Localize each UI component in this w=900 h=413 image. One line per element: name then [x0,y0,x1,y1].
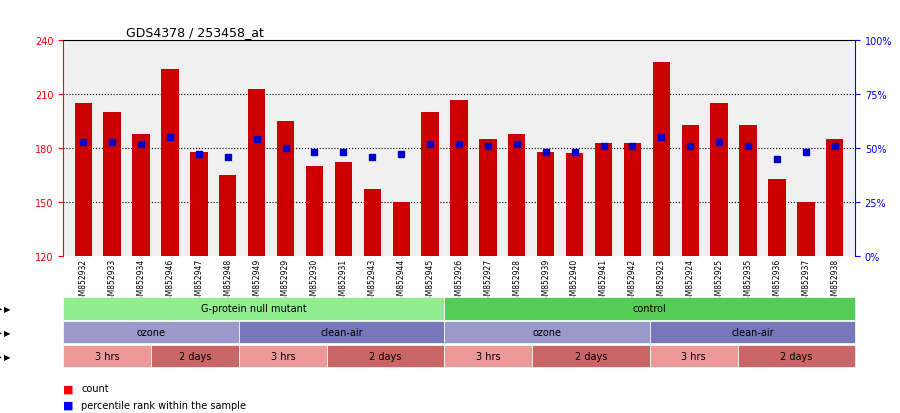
Text: GSM852938: GSM852938 [831,258,840,304]
Text: GSM852944: GSM852944 [397,258,406,304]
Text: count: count [81,383,109,393]
Text: 2 days: 2 days [780,351,813,361]
Text: GSM852928: GSM852928 [512,258,521,304]
Bar [392,202,410,256]
Bar [306,166,323,256]
Text: ▶: ▶ [4,328,10,337]
Text: 3 hrs: 3 hrs [476,351,500,361]
Bar [624,143,641,256]
Bar [190,152,208,256]
Text: ozone: ozone [137,327,166,337]
Bar [364,190,381,256]
Text: GSM852945: GSM852945 [426,258,435,304]
Text: ■: ■ [63,400,74,410]
Text: GSM852940: GSM852940 [570,258,579,304]
Bar [450,100,468,256]
Bar [104,113,121,256]
Bar [652,63,670,256]
Bar [769,179,786,256]
Text: GSM852924: GSM852924 [686,258,695,304]
Text: 2 days: 2 days [370,351,402,361]
Text: 3 hrs: 3 hrs [94,351,120,361]
Bar [479,140,497,256]
Bar [161,70,178,256]
Bar [710,104,728,256]
Text: GSM852930: GSM852930 [310,258,319,304]
Text: control: control [633,304,667,314]
Text: GSM852947: GSM852947 [194,258,203,304]
Bar [75,104,92,256]
Text: GSM852927: GSM852927 [483,258,492,304]
Text: clean-air: clean-air [731,327,774,337]
Bar [826,140,843,256]
Bar [681,126,699,256]
Text: GSM852949: GSM852949 [252,258,261,304]
Text: GSM852923: GSM852923 [657,258,666,304]
Bar [277,122,294,256]
Bar [508,134,526,256]
Text: GSM852943: GSM852943 [368,258,377,304]
Text: GSM852933: GSM852933 [108,258,117,304]
Text: GSM852925: GSM852925 [715,258,724,304]
Text: 2 days: 2 days [575,351,608,361]
Text: GSM852935: GSM852935 [743,258,752,304]
Text: G-protein null mutant: G-protein null mutant [201,304,307,314]
Bar [421,113,439,256]
Text: GSM852926: GSM852926 [454,258,464,304]
Bar [797,202,814,256]
Text: ozone: ozone [533,327,562,337]
Bar [740,126,757,256]
Text: GSM852941: GSM852941 [599,258,608,304]
Text: percentile rank within the sample: percentile rank within the sample [81,400,246,410]
Text: GSM852937: GSM852937 [801,258,810,304]
Bar [248,90,266,256]
Text: ■: ■ [63,383,74,393]
Text: 2 days: 2 days [179,351,212,361]
Text: agent ▶: agent ▶ [0,327,2,337]
Text: GDS4378 / 253458_at: GDS4378 / 253458_at [126,26,265,39]
Text: GSM852948: GSM852948 [223,258,232,304]
Bar [335,163,352,256]
Bar [132,134,149,256]
Bar [566,154,583,256]
Text: 3 hrs: 3 hrs [271,351,295,361]
Text: GSM852942: GSM852942 [628,258,637,304]
Text: 3 hrs: 3 hrs [681,351,706,361]
Text: GSM852932: GSM852932 [78,258,87,304]
Bar [595,143,612,256]
Text: GSM852934: GSM852934 [137,258,146,304]
Text: time ▶: time ▶ [0,351,2,361]
Text: ▶: ▶ [4,304,10,313]
Text: GSM852931: GSM852931 [339,258,348,304]
Text: ▶: ▶ [4,352,10,361]
Text: clean-air: clean-air [320,327,363,337]
Bar [219,176,237,256]
Text: genotype/variation ▶: genotype/variation ▶ [0,304,2,314]
Text: GSM852936: GSM852936 [772,258,781,304]
Text: GSM852939: GSM852939 [541,258,550,304]
Text: GSM852946: GSM852946 [166,258,175,304]
Text: GSM852929: GSM852929 [281,258,290,304]
Bar [537,152,554,256]
